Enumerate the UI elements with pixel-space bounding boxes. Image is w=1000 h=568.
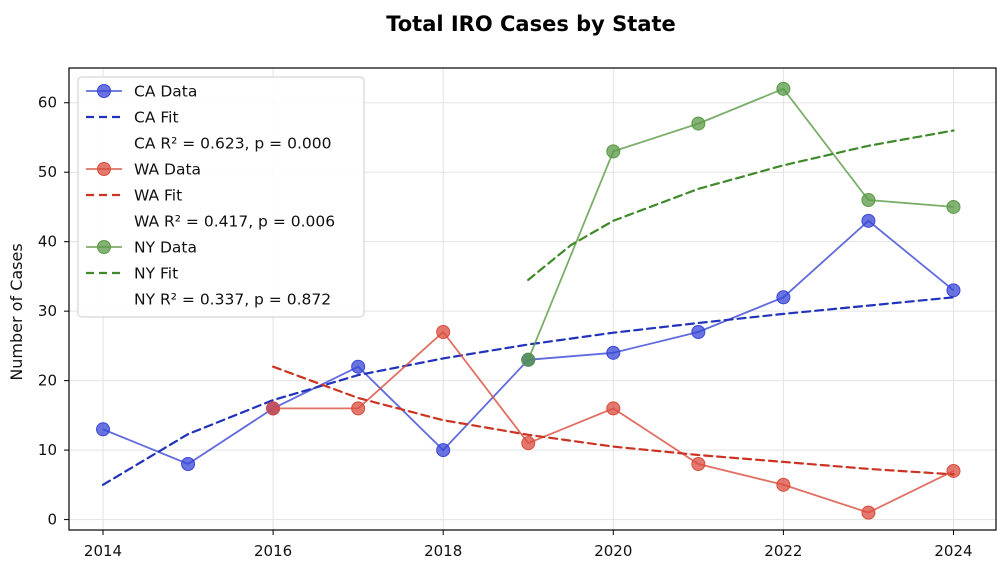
ca-data-point <box>691 325 706 339</box>
legend-entry-wa-data-marker <box>97 162 111 176</box>
wa-data-point <box>606 401 621 416</box>
x-tick-label: 2016 <box>254 542 292 560</box>
legend-entry-ca-r-label: CA R² = 0.623, p = 0.000 <box>134 135 331 153</box>
ny-data-point <box>521 352 536 367</box>
legend-entry-ny-data-marker <box>97 240 111 254</box>
y-tick-label: 60 <box>38 94 57 112</box>
y-tick-label: 0 <box>47 511 57 529</box>
chart-title: Total IRO Cases by State <box>386 12 676 36</box>
x-tick-label: 2024 <box>934 542 972 560</box>
wa-data-point <box>521 436 536 451</box>
legend-entry-ny-data-label: NY Data <box>134 239 197 257</box>
axis-ticks: 2014 2016 2018 2020 2022 2024 0 10 20 30 40 50 60 <box>38 94 973 560</box>
ca-data-point <box>776 290 791 305</box>
ny-fit-line <box>527 129 955 281</box>
ca-data-point <box>351 359 366 374</box>
x-tick-label: 2022 <box>764 542 802 560</box>
series-layer <box>96 81 961 520</box>
ny-data-point <box>776 81 791 96</box>
legend: CA Data CA Fit CA R² = 0.623, p = 0.000 WA … <box>77 76 365 318</box>
x-tick-label: 2018 <box>424 542 462 560</box>
ca-fit-line <box>101 296 955 486</box>
wa-data-point <box>351 401 366 416</box>
ca-data-point <box>436 443 451 458</box>
wa-data-point <box>776 477 791 492</box>
y-axis-label: Number of Cases <box>7 243 26 380</box>
ca-data-point <box>946 283 961 298</box>
ca-data-point <box>96 422 111 437</box>
ny-data-point <box>946 199 961 214</box>
wa-fit-line <box>272 365 955 476</box>
wa-data-point <box>266 401 281 416</box>
ca-data-point <box>181 457 196 471</box>
y-tick-label: 10 <box>38 441 57 459</box>
legend-entry-ca-fit-label: CA Fit <box>134 109 179 127</box>
ca-data-point <box>861 213 876 228</box>
legend-entry-ca-data-marker <box>97 84 111 98</box>
ca-data-point <box>606 345 621 360</box>
x-tick-label: 2014 <box>84 542 122 560</box>
wa-data-point <box>861 505 876 520</box>
legend-entry-ca-data-label: CA Data <box>134 83 197 101</box>
legend-box <box>77 76 365 318</box>
ny-data-point <box>861 193 876 207</box>
y-tick-label: 30 <box>38 302 57 320</box>
ny-data-line <box>527 87 954 361</box>
y-tick-label: 50 <box>38 163 57 181</box>
legend-entry-ny-r-label: NY R² = 0.337, p = 0.872 <box>134 291 331 309</box>
ny-data-point <box>691 116 706 131</box>
y-tick-label: 20 <box>38 372 57 390</box>
y-tick-label: 40 <box>38 233 57 251</box>
legend-entry-wa-data-label: WA Data <box>134 161 201 179</box>
legend-entry-wa-fit-label: WA Fit <box>134 187 182 205</box>
wa-data-point <box>691 457 706 471</box>
wa-data-point <box>436 325 451 339</box>
ny-data-point <box>606 144 621 159</box>
plot-frame <box>68 67 997 531</box>
legend-entry-wa-r-label: WA R² = 0.417, p = 0.006 <box>134 213 335 231</box>
x-tick-label: 2020 <box>594 542 632 560</box>
legend-entry-ny-fit-label: NY Fit <box>134 265 178 283</box>
